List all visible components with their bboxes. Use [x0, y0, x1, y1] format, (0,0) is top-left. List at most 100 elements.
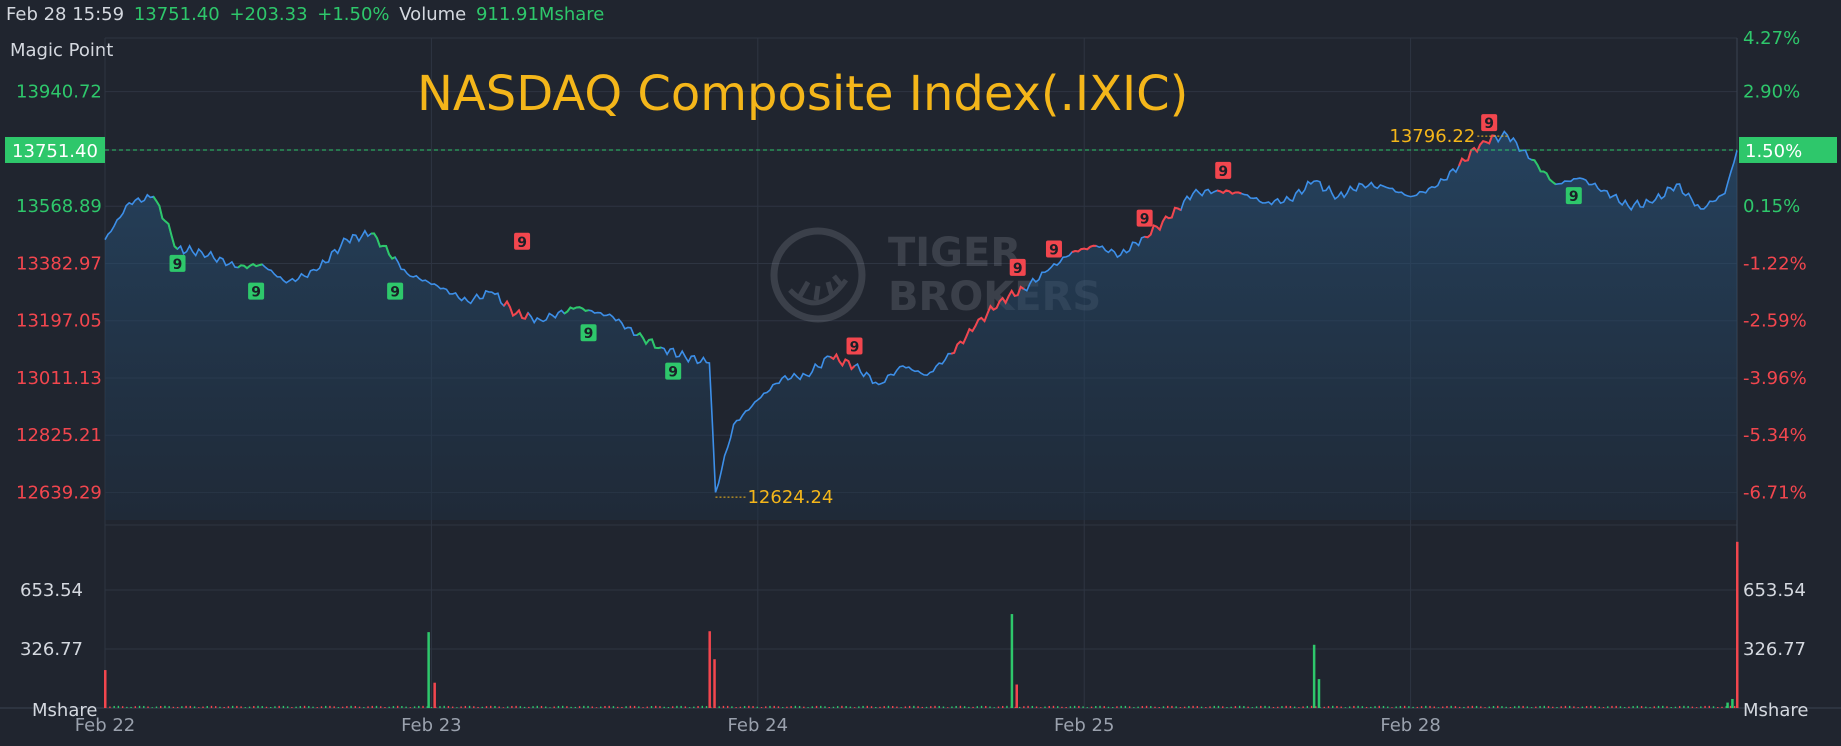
volume-bar	[1374, 706, 1376, 708]
volume-bar	[1539, 706, 1541, 708]
volume-bar	[616, 706, 619, 708]
volume-bar	[1391, 707, 1393, 708]
volume-bar	[938, 705, 940, 708]
volume-bar	[811, 706, 813, 708]
volume-bar	[1150, 706, 1152, 708]
volume-bar	[993, 707, 995, 708]
y-axis-left-label: 12825.21	[16, 425, 102, 446]
volume-bar	[1175, 706, 1177, 708]
volume-bar	[1192, 705, 1194, 708]
volume-bar	[1222, 706, 1224, 708]
volume-bar	[917, 706, 919, 708]
volume-bar	[1188, 706, 1190, 708]
volume-bar	[1162, 706, 1165, 708]
volume-bar	[1543, 705, 1545, 708]
volume-bar	[422, 705, 424, 708]
nine-marker-label: 9	[584, 326, 594, 342]
volume-bar	[1725, 706, 1727, 708]
volume-bar	[545, 706, 547, 708]
volume-bar	[1475, 705, 1478, 708]
volume-bar	[236, 705, 238, 708]
volume-bar	[1463, 706, 1465, 708]
volume-bar	[968, 706, 970, 708]
volume-bar	[1154, 706, 1156, 708]
volume-bar	[109, 706, 111, 708]
volume-bar	[515, 705, 517, 708]
volume-bar	[1636, 705, 1639, 708]
volume-bar	[181, 706, 183, 708]
volume-bar	[468, 705, 471, 708]
volume-bar	[1560, 706, 1562, 708]
nine-marker-box	[514, 232, 531, 250]
volume-bar	[358, 706, 361, 708]
y-axis-left-label: 13568.89	[16, 196, 102, 217]
volume-bar	[1226, 707, 1228, 708]
volume-bar	[1365, 706, 1368, 708]
volume-bar	[388, 706, 390, 708]
volume-bar	[219, 706, 221, 708]
volume-bar	[600, 706, 602, 708]
volume-bar	[735, 707, 737, 708]
volume-bar	[765, 706, 767, 708]
volume-bar	[1513, 706, 1516, 708]
volume-bar	[155, 706, 158, 708]
volume-bar	[1302, 706, 1304, 708]
volume-bar	[1217, 705, 1220, 708]
volume-bar	[1179, 707, 1182, 708]
volume-axis-right-label: 326.77	[1743, 639, 1806, 660]
volume-bar	[612, 706, 615, 708]
volume-bar	[367, 706, 369, 708]
volume-bar	[1471, 705, 1474, 708]
volume-bar	[1078, 705, 1080, 708]
up-trend-segment	[503, 299, 529, 320]
volume-bar	[1095, 706, 1097, 708]
volume-bar	[1382, 705, 1385, 708]
chart-title: NASDAQ Composite Index(.IXIC)	[417, 66, 1188, 122]
volume-axis-left-label: 653.54	[20, 580, 83, 601]
volume-bar	[748, 705, 750, 708]
volume-bar	[883, 706, 885, 708]
down-trend-segment	[152, 196, 179, 250]
nine-marker-label: 9	[390, 285, 400, 301]
volume-bar	[1234, 706, 1237, 708]
volume-bar	[1632, 706, 1634, 708]
volume-bar	[667, 706, 670, 708]
volume-bar	[1674, 706, 1677, 708]
volume-bar	[1700, 706, 1702, 708]
volume-bar	[1416, 706, 1419, 708]
volume-bar	[925, 706, 928, 708]
volume-bar	[227, 706, 230, 708]
volume-bar	[113, 705, 115, 708]
volume-bar	[1552, 706, 1554, 708]
up-trend-segment	[1458, 134, 1496, 167]
volume-bar	[138, 705, 141, 708]
nine-marker-box	[1565, 187, 1582, 205]
volume-bar	[1695, 707, 1698, 708]
current-pct-tag	[1739, 136, 1837, 163]
volume-bar	[240, 706, 242, 708]
volume-bar	[1581, 706, 1584, 708]
volume-bar	[257, 705, 259, 708]
volume-bar	[1069, 706, 1072, 708]
volume-bar	[980, 705, 983, 708]
volume-bar	[693, 706, 695, 708]
quote-header: Feb 28 15:59 13751.40 +203.33 +1.50% Vol…	[6, 4, 608, 25]
volume-bar	[561, 705, 564, 708]
low-label: 12624.24	[747, 487, 833, 508]
volume-bar	[1442, 706, 1444, 708]
volume-bar	[1336, 705, 1338, 708]
volume-bar	[595, 707, 598, 708]
volume-bar	[1378, 705, 1380, 708]
volume-bar	[536, 705, 538, 708]
y-axis-left-label: 12639.29	[16, 482, 102, 503]
panel-title: Magic Point	[10, 40, 114, 61]
volume-bar	[1344, 707, 1347, 708]
volume-bar	[134, 706, 137, 708]
volume-bar	[1399, 705, 1402, 708]
up-trend-segment	[829, 352, 856, 371]
volume-bar	[1564, 705, 1567, 708]
volume-bar	[172, 706, 175, 708]
volume-bar	[1408, 706, 1410, 708]
volume-bar	[426, 706, 428, 708]
